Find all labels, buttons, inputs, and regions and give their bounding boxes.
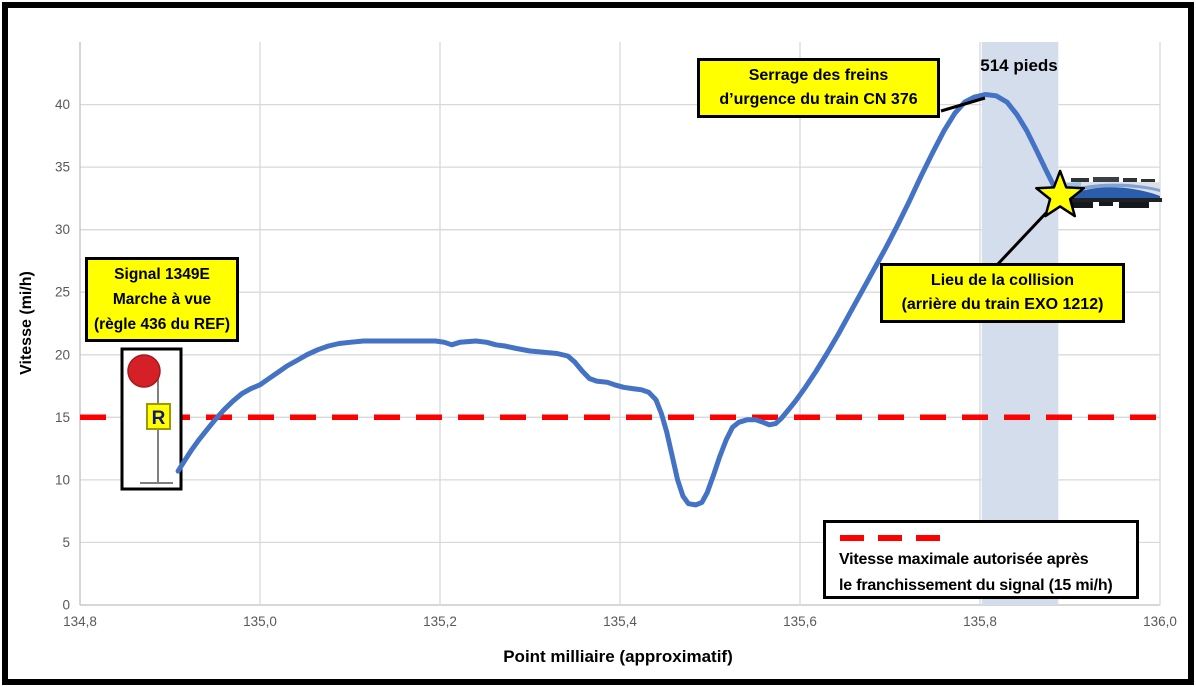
x-tick-label: 135,2: [423, 614, 457, 629]
speed-curve: [175, 92, 1063, 508]
y-tick-label: 20: [55, 347, 70, 362]
train-icon: [1063, 177, 1162, 208]
collision-callout: Lieu de la collision (arrière du train E…: [880, 263, 1125, 323]
callout-line: Lieu de la collision: [930, 272, 1075, 289]
y-tick-label: 10: [55, 472, 70, 487]
callout-line: Marche à vue: [112, 291, 212, 308]
signal-red-light-icon: [127, 354, 161, 388]
collision-star: [1035, 169, 1086, 218]
y-tick-label: 35: [55, 160, 70, 175]
distance-label: 514 pieds: [980, 56, 1058, 75]
y-tick-label: 40: [55, 97, 70, 112]
y-tick-label: 25: [55, 285, 70, 300]
collision-star-icon: [1035, 169, 1086, 218]
y-tick-label: 5: [62, 535, 70, 550]
callout-line: Serrage des freins: [748, 67, 889, 84]
legend-text: Vitesse maximale autorisée après le fran…: [839, 547, 1113, 599]
legend-box: Vitesse maximale autorisée après le fran…: [823, 520, 1139, 599]
x-tick-label: 135,8: [963, 614, 997, 629]
speed-curve-line: [175, 92, 1063, 508]
y-tick-label: 0: [62, 598, 70, 613]
legend-line: Vitesse maximale autorisée après: [839, 551, 1089, 568]
callout-line: (règle 436 du REF): [93, 316, 231, 333]
y-tick-label: 15: [55, 410, 70, 425]
distance-band-rect: [981, 42, 1059, 605]
callout-pointers: [940, 96, 1048, 267]
distance-band: [981, 42, 1059, 605]
axis-tick-labels: 134,8 135,0 135,2 135,4 135,6 135,8 136,0 0 5 10 1…: [55, 97, 1177, 629]
x-tick-label: 135,0: [243, 614, 277, 629]
legend-line: le franchissement du signal (15 mi/h): [839, 577, 1113, 594]
brakes-pointer-line: [940, 96, 986, 113]
x-tick-label: 134,8: [63, 614, 97, 629]
signal-callout: Signal 1349E Marche à vue (règle 436 du …: [85, 257, 239, 342]
x-tick-label: 135,6: [783, 614, 817, 629]
signal-r-plate: [146, 403, 171, 430]
y-tick-label: 30: [55, 222, 70, 237]
x-tick-label: 136,0: [1143, 614, 1177, 629]
gridlines: [79, 42, 1161, 606]
x-tick-label: 135,4: [603, 614, 637, 629]
y-axis-title: Vitesse (mi/h): [18, 271, 35, 375]
x-axis-title: Point milliaire (approximatif): [503, 647, 733, 666]
legend-dash-sample: [840, 535, 952, 541]
callout-line: Signal 1349E: [114, 266, 210, 283]
callout-line: d’urgence du train CN 376: [719, 91, 918, 108]
signal-r-letter: R: [152, 408, 166, 429]
emergency-brake-callout: Serrage des freins d’urgence du train CN…: [697, 58, 940, 118]
signal-icon: R: [120, 347, 183, 491]
callout-line: (arrière du train EXO 1212): [901, 296, 1104, 313]
collision-pointer-line: [995, 211, 1048, 267]
